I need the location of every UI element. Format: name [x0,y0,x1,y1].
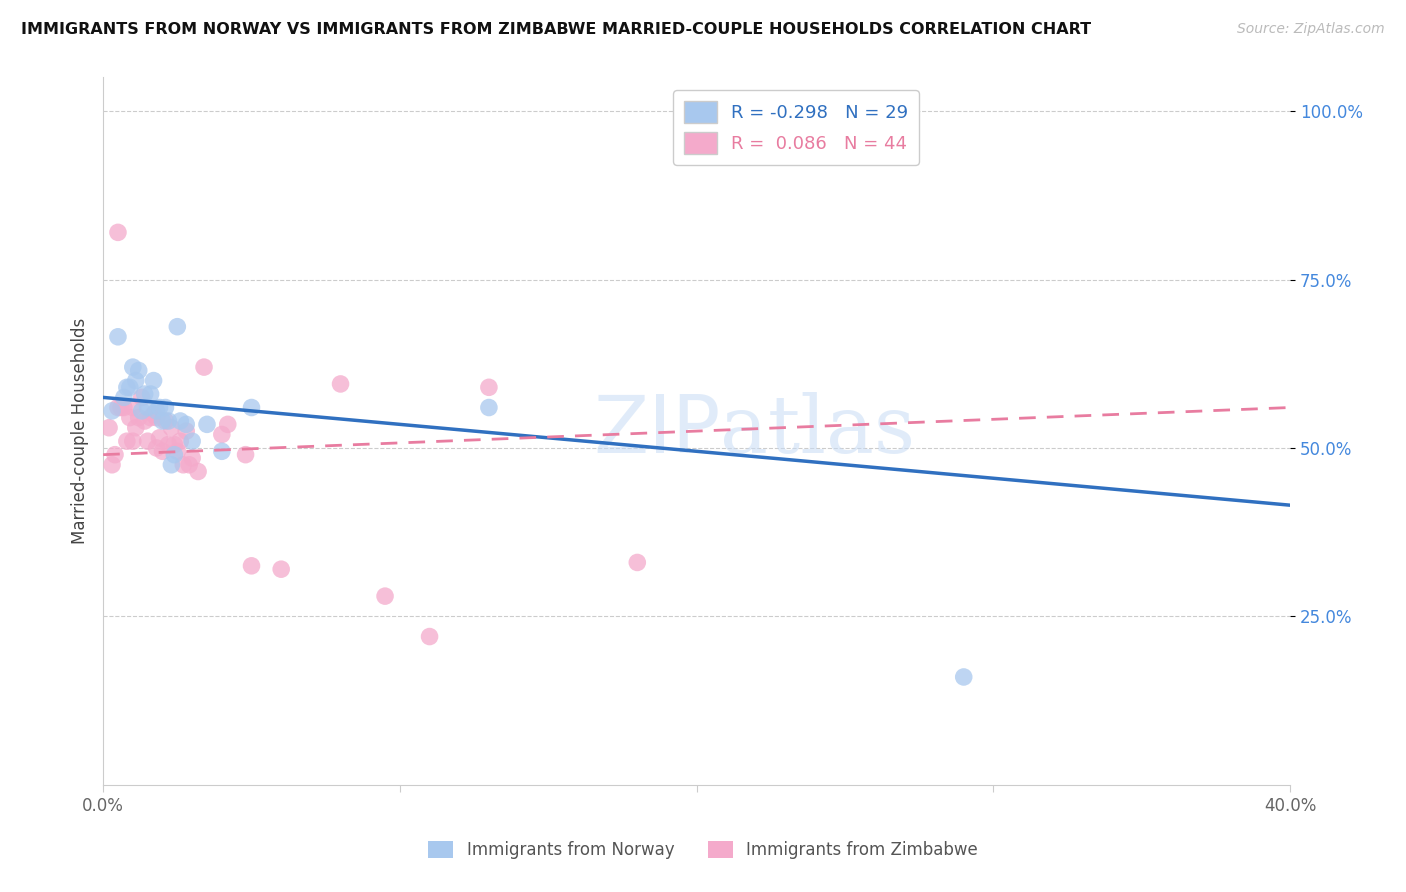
Text: ZIP: ZIP [593,392,720,470]
Point [139,387,162,401]
Point [160,458,183,472]
Point [240,401,263,415]
Legend: Immigrants from Norway, Immigrants from Zimbabwe: Immigrants from Norway, Immigrants from … [422,834,984,866]
Point [115,380,138,394]
Point [187,465,209,479]
Point [152,414,174,428]
Point [181,434,204,449]
Point [952,670,974,684]
Y-axis label: Married-couple Households: Married-couple Households [72,318,89,544]
Legend: R = -0.298   N = 29, R =  0.086   N = 44: R = -0.298 N = 29, R = 0.086 N = 44 [673,90,920,165]
Point [148,401,170,415]
Point [169,434,191,449]
Point [136,401,159,415]
Point [128,410,150,425]
Point [134,414,156,428]
Point [419,630,441,644]
Point [112,391,135,405]
Point [329,376,352,391]
Text: Source: ZipAtlas.com: Source: ZipAtlas.com [1237,22,1385,37]
Point [145,404,167,418]
Point [107,226,129,240]
Point [240,558,263,573]
Point [626,556,648,570]
Point [110,401,132,415]
Point [118,410,141,425]
Point [211,444,233,458]
Point [139,410,162,425]
Point [131,391,153,405]
Point [270,562,292,576]
Point [104,448,127,462]
Point [145,410,167,425]
Point [121,401,143,415]
Point [152,444,174,458]
Point [179,458,201,472]
Point [235,448,257,462]
Point [160,421,183,435]
Text: IMMIGRANTS FROM NORWAY VS IMMIGRANTS FROM ZIMBABWE MARRIED-COUPLE HOUSEHOLDS COR: IMMIGRANTS FROM NORWAY VS IMMIGRANTS FRO… [21,22,1091,37]
Point [169,414,191,428]
Point [136,434,159,449]
Point [374,589,396,603]
Point [155,401,177,415]
Point [193,360,215,375]
Point [115,434,138,449]
Point [181,451,204,466]
Point [125,421,148,435]
Point [148,431,170,445]
Point [125,374,148,388]
Point [478,380,501,394]
Point [157,437,180,451]
Point [112,401,135,415]
Point [163,437,186,451]
Point [217,417,239,432]
Point [145,441,167,455]
Point [121,434,143,449]
Point [166,319,188,334]
Point [134,387,156,401]
Point [107,330,129,344]
Point [478,401,501,415]
Point [128,363,150,377]
Point [195,417,218,432]
Point [121,360,143,375]
Point [174,417,197,432]
Point [172,458,194,472]
Point [98,421,121,435]
Point [142,407,165,421]
Point [166,444,188,458]
Point [101,458,124,472]
Point [142,374,165,388]
Point [101,404,124,418]
Point [107,401,129,415]
Point [155,414,177,428]
Point [118,380,141,394]
Point [163,448,186,462]
Point [157,414,180,428]
Point [174,424,197,438]
Point [211,427,233,442]
Point [131,404,153,418]
Text: atlas: atlas [720,392,915,470]
